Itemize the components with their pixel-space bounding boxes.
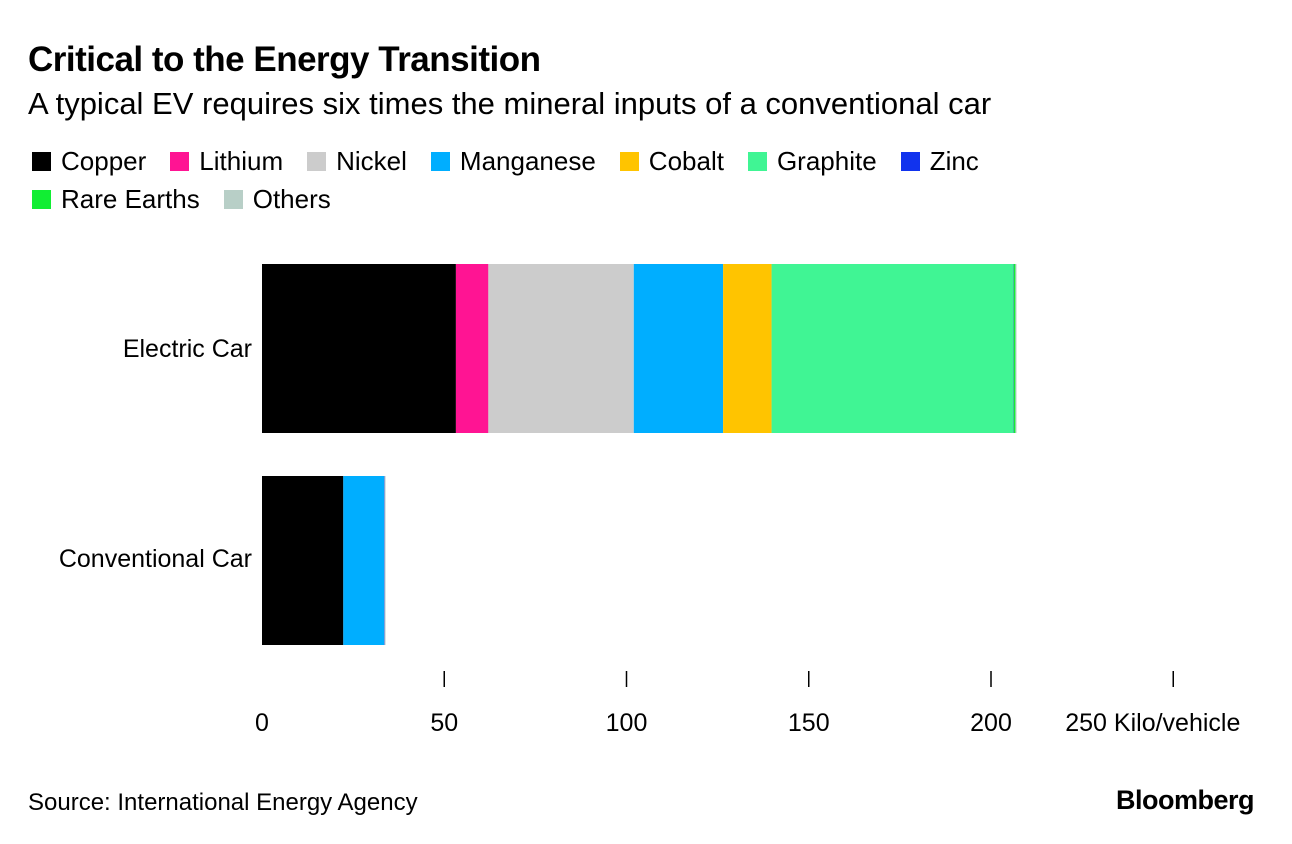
x-tick-label: 150: [788, 709, 830, 737]
legend-label: Manganese: [459, 145, 596, 176]
bar-segment-others: [384, 476, 386, 645]
legend-swatch: [747, 151, 767, 171]
legend-swatch: [430, 151, 450, 171]
legend: Copper Lithium Nickel Manganese Cobalt Graphi…: [32, 145, 1132, 214]
bloomberg-logo: Bloomberg: [1115, 785, 1255, 815]
source-note: Source: International Energy Agency: [28, 789, 418, 816]
bar-segment-copper: [262, 476, 344, 645]
legend-swatch: [32, 151, 51, 171]
category-label: Electric Car: [123, 335, 252, 363]
legend-label: Others: [252, 183, 331, 214]
legend-label: Graphite: [776, 145, 877, 176]
legend-label: Nickel: [336, 145, 407, 176]
category-label: Conventional Car: [59, 545, 252, 573]
bar-segment-nickel: [488, 264, 634, 433]
legend-item: Nickel: [307, 145, 407, 176]
bar-segment-manganese: [633, 264, 724, 433]
bar-segment-rare-earths: [1013, 264, 1016, 433]
bar-segment-copper: [262, 264, 456, 433]
legend-label: Lithium: [199, 145, 284, 176]
legend-label: Zinc: [929, 145, 979, 176]
legend-item: Copper: [32, 145, 147, 176]
legend-swatch: [900, 151, 920, 171]
legend-label: Rare Earths: [61, 183, 200, 214]
bar-segment-graphite: [771, 264, 1014, 433]
x-tick-label: 200: [970, 709, 1012, 737]
legend-swatch: [32, 189, 51, 209]
x-tick-label: 50: [430, 709, 458, 737]
legend-swatch: [619, 151, 639, 171]
x-tick-label: 0: [255, 709, 269, 737]
legend-swatch: [307, 151, 327, 171]
bar-segment-cobalt: [723, 264, 772, 433]
legend-item: Rare Earths: [32, 183, 200, 214]
legend-item: Zinc: [900, 145, 979, 176]
chart-subtitle: A typical EV requires six times the mine…: [28, 86, 992, 121]
legend-item: Manganese: [430, 145, 596, 176]
legend-label: Cobalt: [648, 145, 724, 176]
legend-item: Others: [223, 183, 331, 214]
legend-item: Lithium: [170, 145, 284, 176]
bar-segment-manganese: [343, 476, 385, 645]
legend-item: Cobalt: [619, 145, 724, 176]
legend-label: Copper: [61, 145, 147, 176]
bar-segment-lithium: [455, 264, 489, 433]
legend-swatch: [170, 151, 190, 171]
chart-title: Critical to the Energy Transition: [28, 40, 541, 79]
legend-item: Graphite: [747, 145, 877, 176]
x-tick-label: 250 Kilo/vehicle: [1065, 709, 1240, 737]
x-tick-label: 100: [606, 709, 648, 737]
bar-segment-others: [1015, 264, 1017, 433]
legend-swatch: [223, 189, 243, 209]
